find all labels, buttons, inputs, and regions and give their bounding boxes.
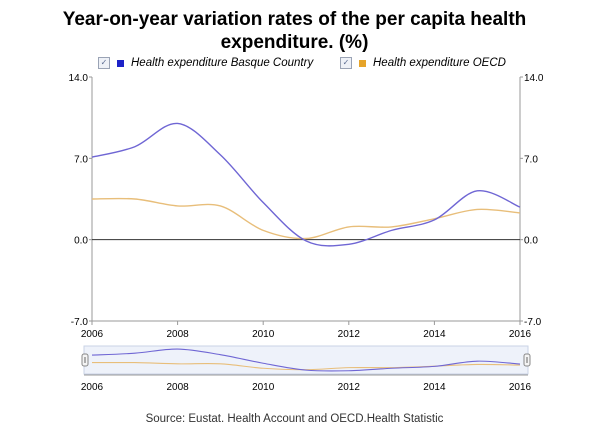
chart-title-line-2: expenditure. (%) — [220, 32, 369, 53]
legend-item-basque[interactable]: ✓ Health expenditure Basque Country — [98, 57, 313, 69]
legend-item-oecd[interactable]: ✓ Health expenditure OECD — [340, 57, 506, 69]
legend-checkbox-oecd[interactable]: ✓ — [340, 57, 352, 69]
legend-label-oecd: Health expenditure OECD — [373, 57, 506, 69]
series-line-basque — [91, 122, 521, 247]
chart-title-line-1: Year-on-year variation rates of the per … — [62, 9, 527, 30]
x-tick-label: 2016 — [509, 329, 532, 340]
x-tick-label: 2008 — [166, 329, 189, 340]
y-tick-label-left: -7.0 — [71, 317, 89, 328]
x-tick-label: 2010 — [252, 329, 275, 340]
navigator-tick-label: 2016 — [509, 382, 532, 393]
x-tick-label: 2014 — [423, 329, 446, 340]
legend-swatch-oecd — [359, 59, 366, 67]
y-tick-label-right: 0.0 — [524, 236, 538, 247]
legend-label-basque: Health expenditure Basque Country — [131, 57, 314, 69]
navigator-tick-label: 2006 — [81, 382, 104, 393]
y-tick-label-left: 14.0 — [69, 73, 89, 84]
y-tick-label-right: 14.0 — [524, 73, 544, 84]
series-line-oecd — [91, 197, 521, 240]
legend-checkbox-basque[interactable]: ✓ — [98, 57, 110, 69]
chart-title: Year-on-year variation rates of the per … — [0, 8, 589, 54]
y-tick-label-left: 0.0 — [74, 236, 88, 247]
navigator-tick-label: 2010 — [252, 382, 275, 393]
navigator-tick-label: 2012 — [338, 382, 361, 393]
legend-swatch-basque — [117, 59, 124, 67]
y-tick-label-right: -7.0 — [524, 317, 542, 328]
x-tick-label: 2006 — [81, 329, 104, 340]
navigator-line-basque — [91, 348, 521, 372]
navigator-tick-label: 2014 — [423, 382, 446, 393]
navigator-tick-label: 2008 — [166, 382, 189, 393]
y-tick-label-right: 7.0 — [524, 154, 538, 165]
source-note: Source: Eustat. Health Account and OECD.… — [145, 413, 444, 425]
legend: ✓ Health expenditure Basque Country ✓ He… — [0, 57, 589, 73]
y-tick-label-left: 7.0 — [74, 154, 88, 165]
x-tick-label: 2012 — [338, 329, 361, 340]
